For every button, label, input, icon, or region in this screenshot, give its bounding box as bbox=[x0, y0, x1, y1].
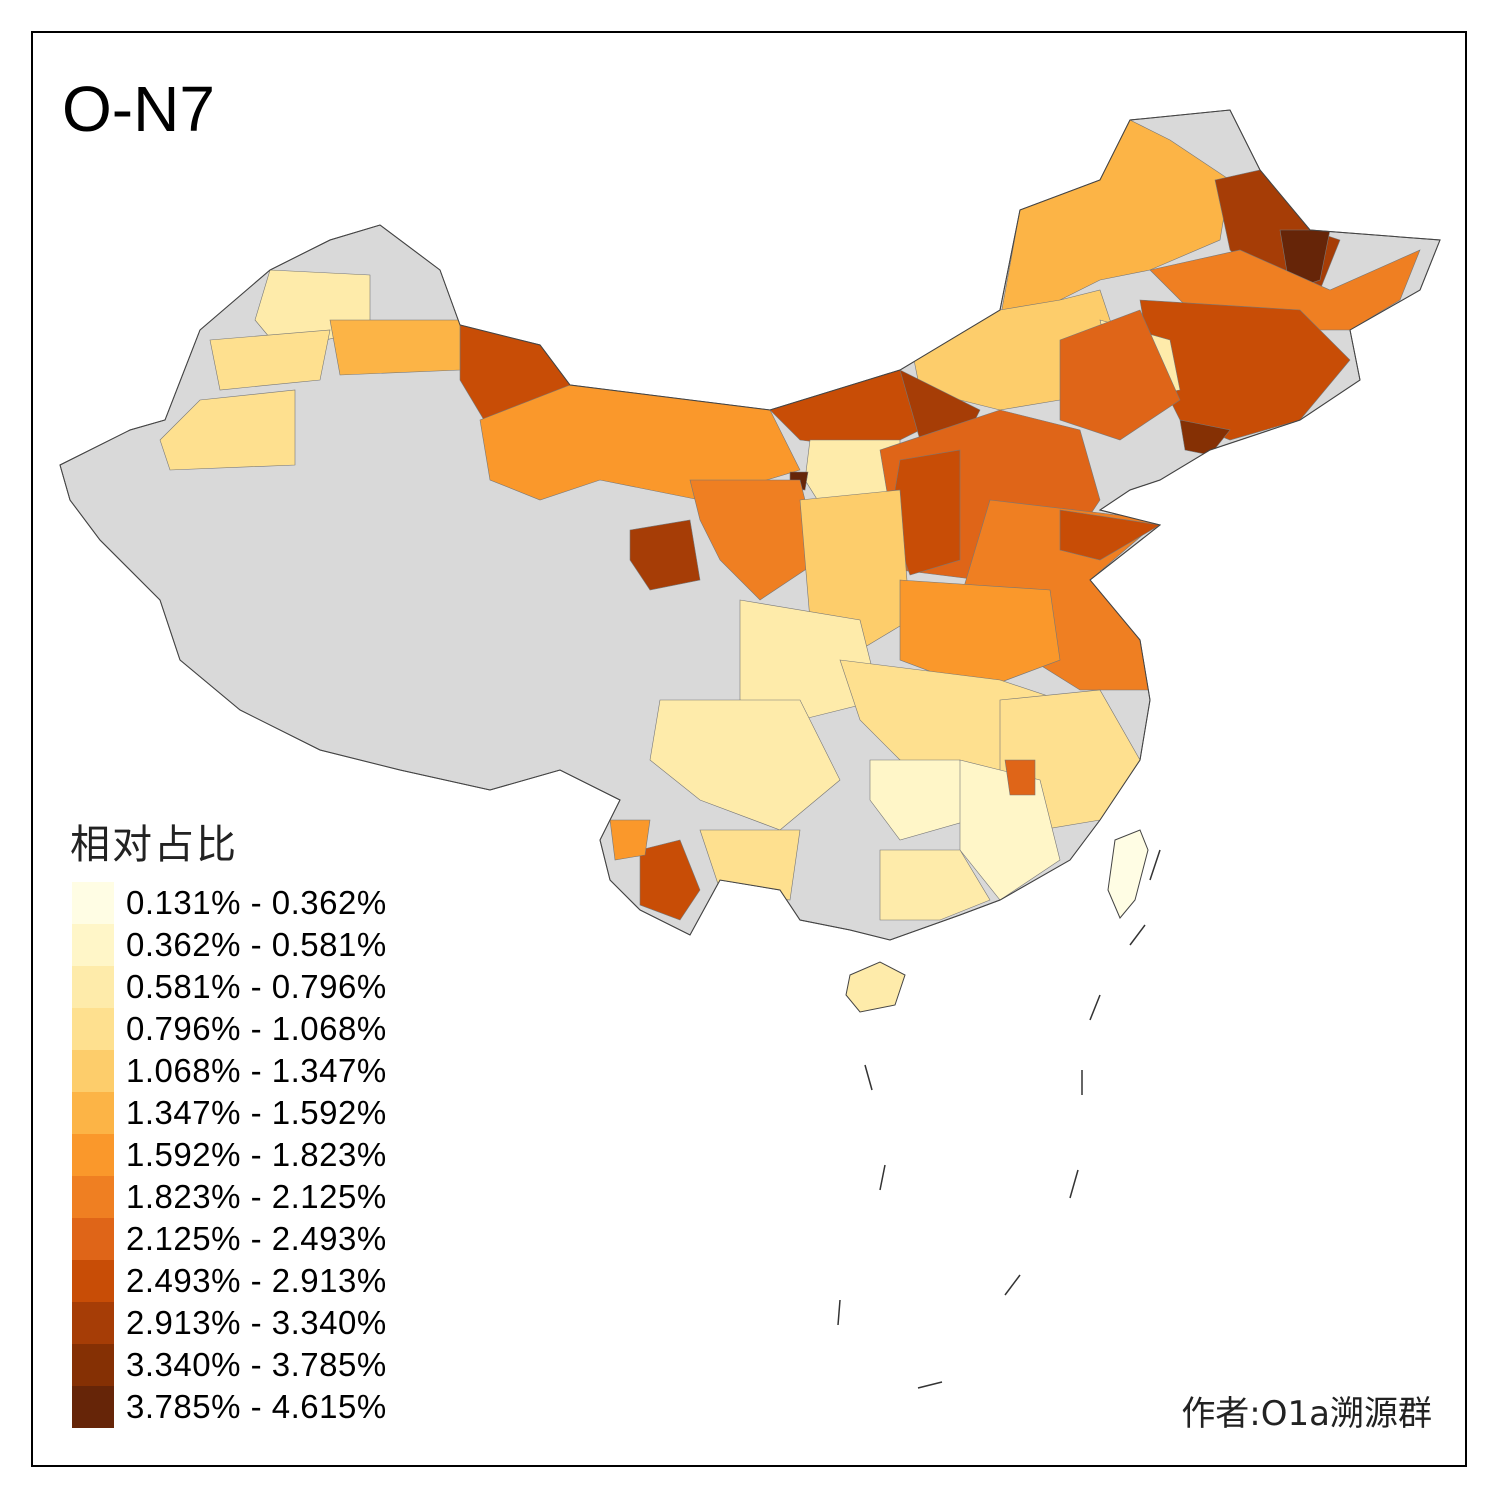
legend-item: 3.340% - 3.785% bbox=[72, 1344, 387, 1386]
map-region bbox=[799, 489, 911, 651]
legend-item: 1.068% - 1.347% bbox=[72, 1050, 387, 1092]
map-region bbox=[689, 479, 821, 601]
legend-swatch bbox=[72, 1344, 114, 1386]
legend-item: 2.493% - 2.913% bbox=[72, 1260, 387, 1302]
map-region bbox=[609, 819, 651, 861]
country-border bbox=[59, 109, 1441, 941]
legend-label: 3.340% - 3.785% bbox=[126, 1346, 387, 1383]
map-region bbox=[629, 519, 701, 591]
map-region bbox=[639, 839, 701, 921]
map-region bbox=[1004, 759, 1036, 796]
legend-label: 3.785% - 4.615% bbox=[126, 1388, 387, 1425]
legend-label: 2.125% - 2.493% bbox=[126, 1220, 387, 1257]
map-region bbox=[899, 579, 1061, 691]
legend-label: 1.068% - 1.347% bbox=[126, 1052, 387, 1089]
legend-item: 1.592% - 1.823% bbox=[72, 1134, 387, 1176]
legend-swatch bbox=[72, 1218, 114, 1260]
legend-item: 0.581% - 0.796% bbox=[72, 966, 387, 1008]
author-credit: 作者:O1a溯源群 bbox=[1181, 1394, 1432, 1434]
legend-item: 0.796% - 1.068% bbox=[72, 1008, 387, 1050]
legend-swatch bbox=[72, 966, 114, 1008]
legend-swatch bbox=[72, 1176, 114, 1218]
legend-item: 2.913% - 3.340% bbox=[72, 1302, 387, 1344]
legend-item: 3.785% - 4.615% bbox=[72, 1386, 387, 1428]
legend-label: 1.823% - 2.125% bbox=[126, 1178, 387, 1215]
map-region bbox=[869, 759, 971, 841]
legend-item: 0.131% - 0.362% bbox=[72, 882, 387, 924]
legend-item: 2.125% - 2.493% bbox=[72, 1218, 387, 1260]
legend-title: 相对占比 bbox=[70, 822, 238, 868]
legend-item: 0.362% - 0.581% bbox=[72, 924, 387, 966]
legend-swatch bbox=[72, 1008, 114, 1050]
map-region bbox=[879, 849, 991, 921]
legend-swatch bbox=[72, 1260, 114, 1302]
south-sea-islands bbox=[837, 849, 1161, 1389]
legend-item: 1.823% - 2.125% bbox=[72, 1176, 387, 1218]
hainan bbox=[845, 961, 906, 1013]
map-region bbox=[209, 329, 331, 391]
map-region bbox=[1059, 309, 1181, 441]
taiwan bbox=[1107, 829, 1149, 919]
figure-border bbox=[31, 31, 1467, 1467]
region-layer bbox=[159, 119, 1421, 921]
legend-label: 0.796% - 1.068% bbox=[126, 1010, 387, 1047]
map-region bbox=[739, 599, 881, 721]
legend-swatch bbox=[72, 1050, 114, 1092]
map-region bbox=[1059, 509, 1161, 561]
legend-item: 1.347% - 1.592% bbox=[72, 1092, 387, 1134]
legend-label: 2.493% - 2.913% bbox=[126, 1262, 387, 1299]
legend-label: 2.913% - 3.340% bbox=[126, 1304, 387, 1341]
legend-swatch bbox=[72, 924, 114, 966]
map-region bbox=[159, 389, 296, 471]
legend-swatch bbox=[72, 1302, 114, 1344]
legend-label: 0.581% - 0.796% bbox=[126, 968, 387, 1005]
legend: 0.131% - 0.362% 0.362% - 0.581% 0.581% - 0… bbox=[72, 882, 387, 1428]
legend-swatch bbox=[72, 1092, 114, 1134]
legend-label: 0.362% - 0.581% bbox=[126, 926, 387, 963]
legend-swatch bbox=[72, 1386, 114, 1428]
legend-swatch bbox=[72, 1134, 114, 1176]
map-region bbox=[329, 319, 461, 376]
legend-label: 1.592% - 1.823% bbox=[126, 1136, 387, 1173]
legend-swatch bbox=[72, 882, 114, 924]
legend-label: 1.347% - 1.592% bbox=[126, 1094, 387, 1131]
map-title: O-N7 bbox=[62, 73, 215, 145]
legend-label: 0.131% - 0.362% bbox=[126, 884, 387, 921]
